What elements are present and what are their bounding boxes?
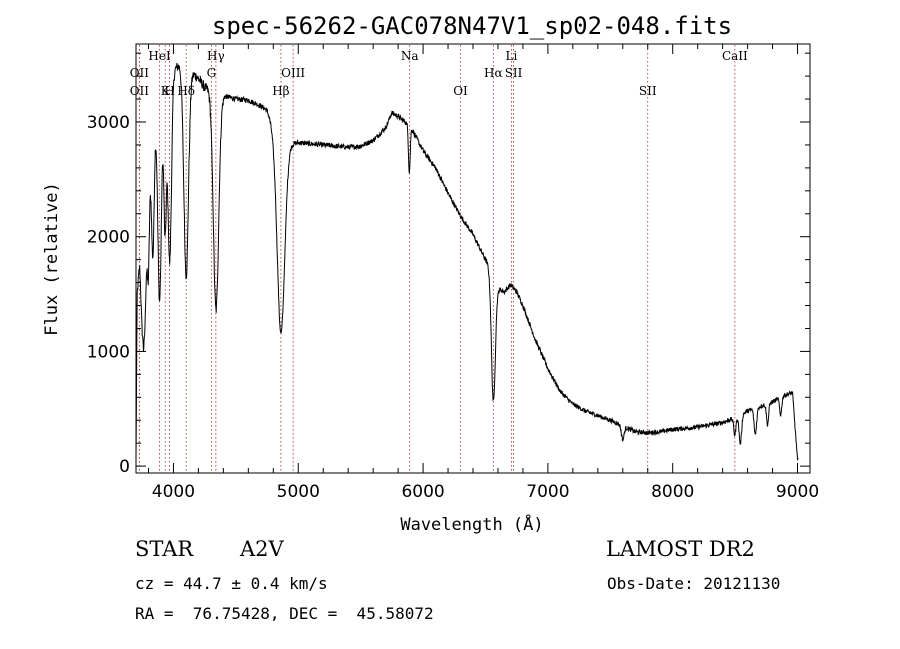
marker-label-5: Hδ xyxy=(177,84,195,98)
marker-label-14: SII xyxy=(505,66,523,80)
object-type: STAR xyxy=(135,537,194,561)
marker-label-1: OII xyxy=(130,84,150,98)
x-tick-label-5: 9000 xyxy=(776,482,819,502)
spectrum-line xyxy=(135,62,799,461)
observation-date: Obs-Date: 20121130 xyxy=(607,574,781,593)
marker-label-9: Hβ xyxy=(272,84,289,98)
marker-label-4: H xyxy=(164,84,174,98)
survey-name: LAMOST DR2 xyxy=(606,537,755,561)
marker-label-11: OI xyxy=(453,84,468,98)
marker-label-16: CaII xyxy=(722,49,748,63)
y-tick-label-2: 2000 xyxy=(87,228,130,248)
chart-title: spec-56262-GAC078N47V1_sp02-048.fits xyxy=(212,12,732,40)
x-tick-label-1: 5000 xyxy=(277,482,320,502)
x-axis-label: Wavelength (Å) xyxy=(400,513,543,535)
marker-label-12: Li xyxy=(506,49,518,63)
spectral-subclass: A2V xyxy=(240,537,284,561)
x-tick-label-4: 8000 xyxy=(651,482,694,502)
marker-label-6: Hγ xyxy=(207,49,225,63)
y-axis-label: Flux (relative) xyxy=(42,182,62,336)
x-tick-label-3: 7000 xyxy=(526,482,569,502)
x-tick-label-0: 4000 xyxy=(152,482,195,502)
x-tick-label-2: 6000 xyxy=(401,482,444,502)
coordinates: RA = 76.75428, DEC = 45.58072 xyxy=(135,604,434,623)
redshift-value: cz = 44.7 ± 0.4 km/s xyxy=(135,574,328,593)
y-tick-label-3: 3000 xyxy=(87,113,130,133)
axis-ticks: 4000 5000 6000 7000 8000 9000 0 1000 2000 3000 xyxy=(87,44,819,502)
marker-label-8: OIII xyxy=(281,66,305,80)
marker-label-2: HeI xyxy=(148,49,171,63)
plot-frame xyxy=(135,43,811,474)
y-tick-label-1: 1000 xyxy=(87,342,130,362)
marker-label-15: SII xyxy=(639,84,657,98)
marker-label-10: Na xyxy=(401,49,419,63)
marker-label-13: Hα xyxy=(484,66,503,80)
marker-label-3: K xyxy=(161,84,171,98)
y-tick-label-0: 0 xyxy=(119,457,130,477)
marker-label-7: G xyxy=(207,66,217,80)
